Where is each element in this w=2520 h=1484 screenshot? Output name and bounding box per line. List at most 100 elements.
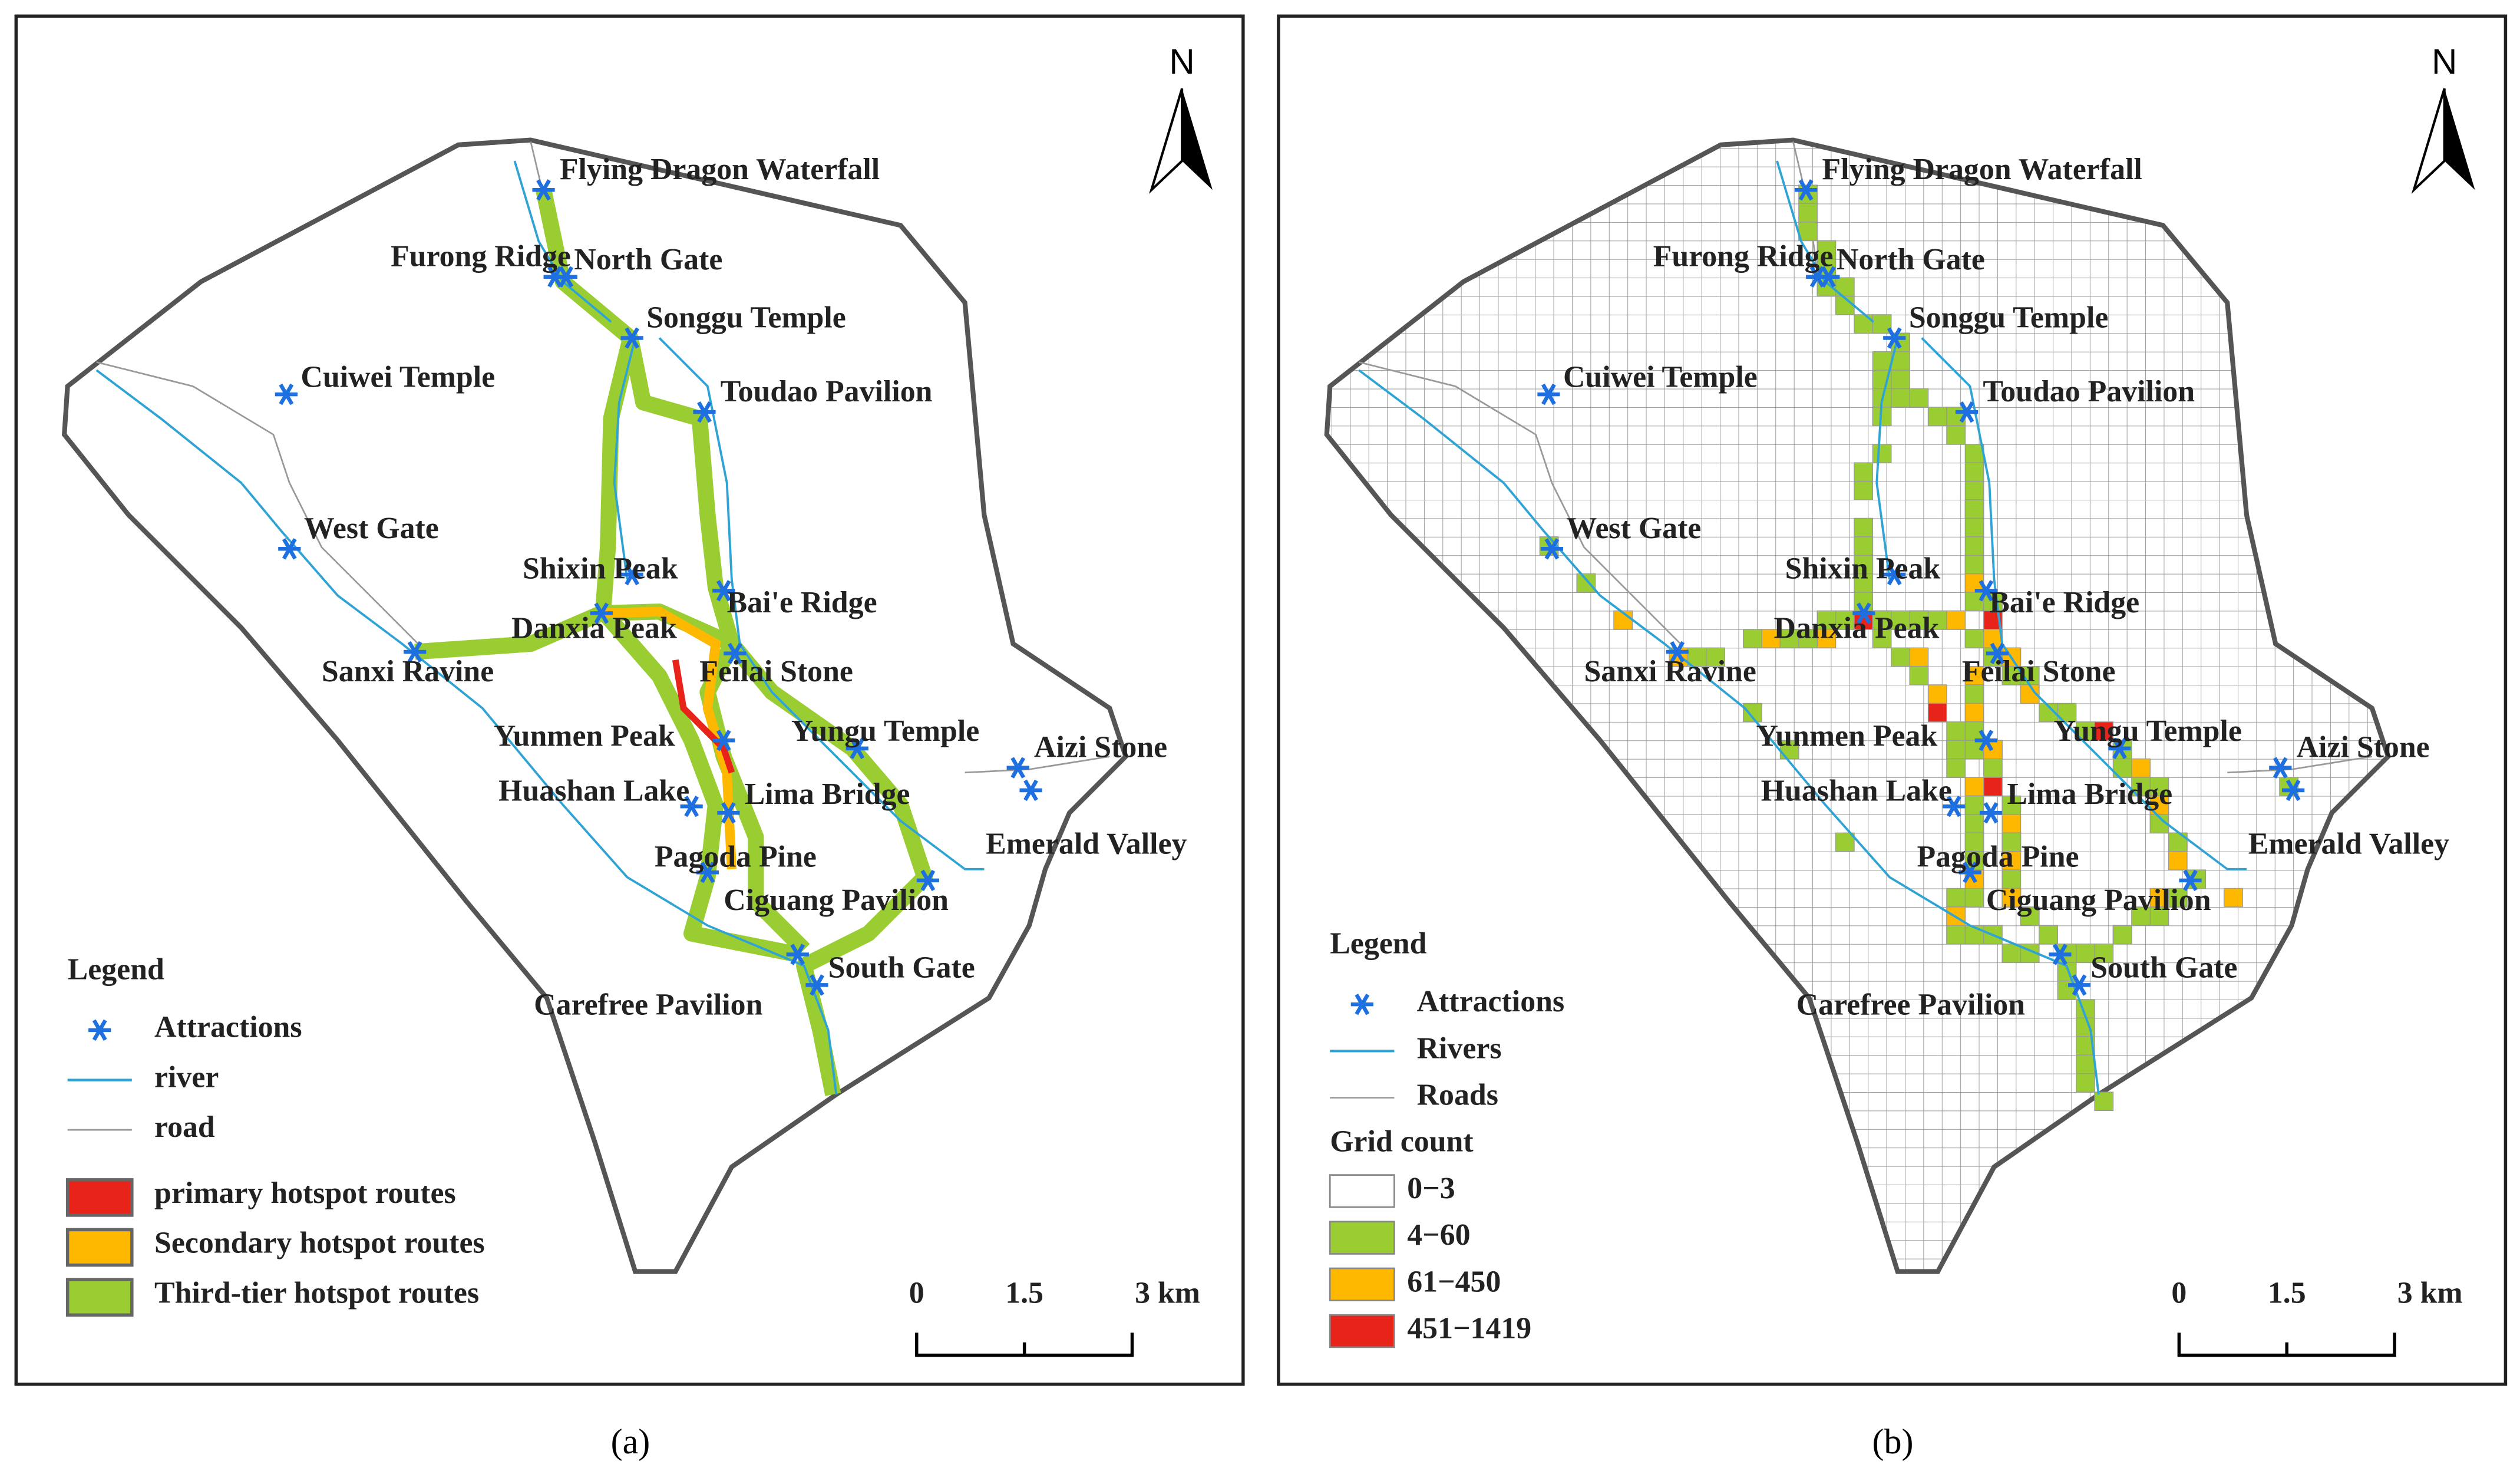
attraction-label: Feilai Stone [1962,655,2116,688]
grid-cell [2002,814,2022,833]
third-tier-route [595,336,800,962]
legend-swatch [1329,1314,1395,1348]
grid-cell [1964,444,1984,463]
legend-label: Roads [1417,1078,1498,1112]
legend-label: road [154,1110,215,1144]
grid-cell [2149,888,2169,908]
grid-cell [2094,1091,2114,1112]
star-stroke [716,730,731,751]
attraction-marker [1955,401,1979,423]
attraction-label: Ciguang Pavilion [1986,883,2211,917]
grid-cell [1576,573,1596,593]
road [1359,361,1682,645]
attraction-label: Danxia Peak [1774,611,1940,645]
attraction-marker [1019,779,1042,802]
attraction-marker [2068,974,2091,996]
grid-cell [2168,888,2188,908]
attraction-label: Aizi Stone [2297,731,2430,764]
legend-symbol [1350,993,1373,1015]
panel-caption: (b) [1872,1422,1914,1461]
legend-swatch [65,1278,134,1317]
scale-bar [2177,1333,2396,1357]
attraction-marker [2108,737,2131,760]
attraction-marker [554,266,577,288]
legend-label: Attractions [154,1011,302,1044]
attraction-marker [916,869,939,892]
river [95,369,838,1095]
legend-label: 0−3 [1407,1172,1455,1205]
scale-label: 0 [909,1276,924,1310]
grid-cell [1891,388,1910,408]
attraction-marker [1979,802,2003,824]
attraction-marker [805,974,828,996]
grid-cell [1946,758,1966,778]
attraction-label: Aizi Stone [1034,731,1167,764]
attraction-marker [1943,796,1966,817]
grid-cell [1983,777,2003,797]
star-stroke [2273,757,2288,779]
river [1875,338,1899,580]
grid-cell [2094,721,2114,741]
grid-cell [1743,629,1762,648]
attraction-label: Flying Dragon Waterfall [560,153,880,186]
star-stroke [1963,862,1977,883]
attraction-marker [1795,179,1818,201]
star-stroke [2112,737,2127,760]
attraction-label: Cuiwei Temple [1563,360,1758,394]
attraction-marker [590,602,613,624]
grid-cell [1964,592,1984,612]
legend-swatch [65,1178,134,1217]
grid-cell [1964,536,1984,556]
grid-cell [1798,629,1818,648]
attraction-label: Songgu Temple [1909,301,2109,334]
attraction-marker [1540,538,1563,560]
attraction-label: Toudao Pavilion [1983,375,2195,408]
grid-cell [1946,925,1966,945]
attraction-marker [2269,757,2292,779]
star-stroke [1355,993,1370,1015]
scale-label: 3 km [1135,1276,1200,1310]
attraction-label: Yunmen Peak [494,719,675,753]
attraction-label: Songgu Temple [646,301,846,334]
road [96,361,419,645]
legend-label: primary hotspot routes [154,1176,456,1210]
grid-cell [2112,925,2132,945]
star-stroke [279,383,294,405]
star-stroke [1010,757,1026,779]
legend-symbol [88,1019,111,1041]
grid-cell [1964,499,1984,519]
star-stroke [700,862,715,883]
star-stroke [790,944,805,965]
grid-cell [1946,888,1966,908]
star-stroke [1544,538,1560,560]
attraction-label: Danxia Peak [511,611,677,645]
grid-cell [2002,869,2022,889]
legend-label: 4−60 [1407,1218,1470,1252]
grid-cell [2224,888,2243,908]
legend-title: Legend [1330,927,1426,961]
attraction-label: Flying Dragon Waterfall [1822,153,2142,186]
attraction-label: Toudao Pavilion [721,375,933,408]
star-stroke [1821,266,1836,288]
star-stroke [625,563,640,586]
legend-swatch [1329,1267,1395,1302]
attraction-marker [845,737,868,760]
attraction-marker [275,383,298,405]
star-stroke [92,1019,107,1041]
attraction-label: Ciguang Pavilion [724,883,949,917]
grid-cell [1891,647,1910,667]
star-stroke [920,869,936,892]
star-stroke [2285,779,2301,802]
grid-cell [1964,814,1984,833]
grid-cell [1854,462,1874,482]
attraction-marker [680,796,703,817]
attraction-marker [2179,869,2202,892]
third-tier-route [536,188,933,1096]
grid-cell [2075,944,2095,963]
star-stroke [1670,641,1685,663]
legend-subtitle: Grid count [1330,1125,1474,1159]
grid-cell [1854,314,1874,334]
attraction-marker [278,538,301,560]
grid-cell [2075,1073,2095,1093]
scale-label: 0 [2171,1276,2187,1310]
